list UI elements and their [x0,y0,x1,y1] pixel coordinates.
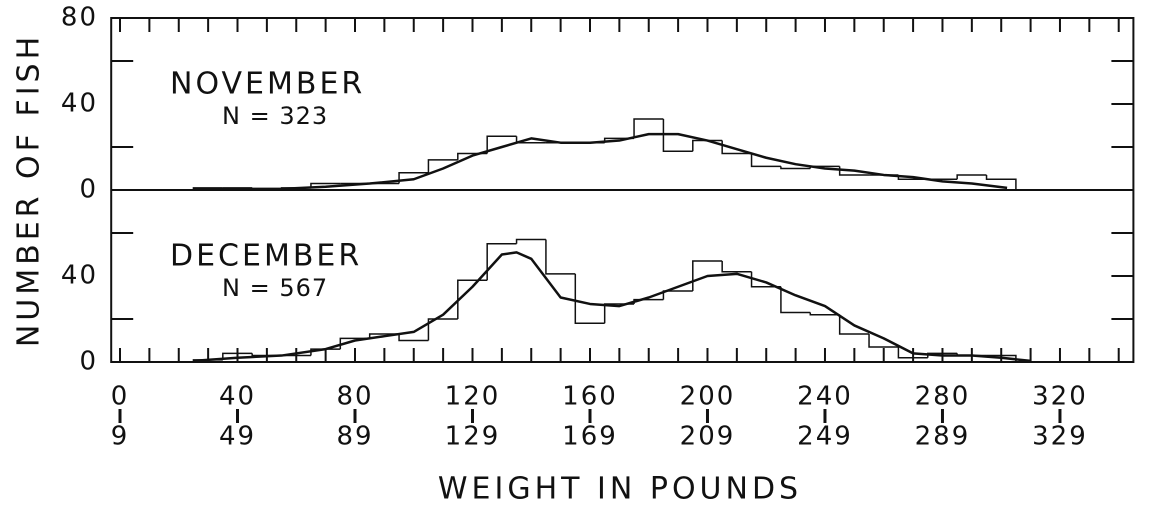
histogram-bin [809,312,840,316]
histogram-bin [662,290,693,300]
histogram-bin [633,118,664,139]
x-tick-label: 320 [1032,382,1088,412]
histogram-bin [692,139,723,152]
histogram-bin [750,153,781,168]
y-axis-label: NUMBER OF FISH [12,33,47,347]
x-tick-label: 120 [445,382,501,412]
x-tick-bin-end: 329 [1032,422,1088,452]
smooth-curve [193,251,1031,363]
x-tick-label: 200 [680,382,736,412]
smooth-curve [193,132,1008,191]
x-tick-label: 240 [797,382,853,412]
x-tick-label: 280 [915,382,971,412]
histogram-bin [368,333,400,339]
histogram-bin [750,271,781,288]
x-tick-label: 40 [219,382,256,412]
panel-subtitle: N = 323 [222,102,328,130]
panel-subtitle: N = 567 [222,274,328,302]
histogram-bin [310,348,341,356]
histogram-bin [780,286,811,314]
plot-frame [110,17,1135,363]
histogram-bin [574,273,605,325]
histogram-bin [545,239,576,275]
x-axis-label: WEIGHT IN POUNDS [438,472,802,507]
histogram-bin [985,174,1017,190]
x-tick-bin-end: 9 [111,422,130,452]
x-tick-label: 80 [336,382,373,412]
histogram-bin [427,318,458,341]
histogram-bin [780,166,811,170]
y-tick-label: 40 [61,261,98,291]
histogram-bin [721,260,752,273]
x-tick-bin-end: 289 [915,422,971,452]
x-tick-label: 160 [562,382,618,412]
histogram-bin [956,174,987,180]
histogram-bin [427,159,458,173]
y-tick-label: 0 [79,175,98,205]
x-tick-bin-end: 169 [562,422,618,452]
histogram-bin [838,314,870,335]
x-tick-bin-end: 129 [445,422,501,452]
histogram-bin [398,334,429,342]
histogram-bin [486,135,517,154]
y-tick-label: 40 [61,89,98,119]
x-tick-bin-end: 209 [680,422,736,452]
panel-title: DECEMBER [170,239,362,274]
panel-title: NOVEMBER [170,67,365,102]
x-tick-bin-end: 89 [336,422,373,452]
histogram-bin [868,334,899,348]
x-tick-bin-end: 49 [219,422,256,452]
histogram-bin [515,238,546,244]
histogram-bin [897,346,928,359]
y-tick-label: 0 [79,347,98,377]
histogram-bin [486,243,517,281]
x-tick-label: 0 [111,382,130,412]
histogram-bin [662,119,693,153]
x-tick-bin-end: 249 [797,422,853,452]
y-tick-label: 80 [61,3,98,33]
